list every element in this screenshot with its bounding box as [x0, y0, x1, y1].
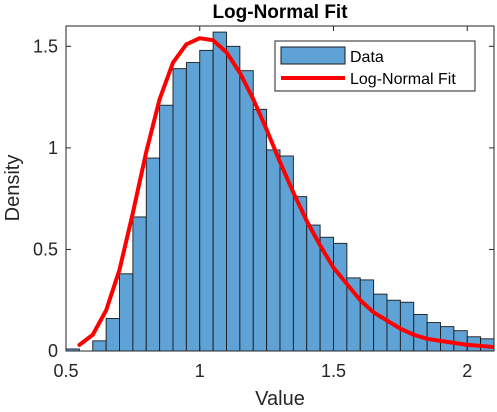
histogram-bar [453, 330, 468, 352]
x-axis-label: Value [255, 388, 305, 407]
histogram-bar [119, 273, 134, 352]
histogram-bar [373, 293, 388, 352]
histogram-bar [226, 45, 241, 352]
histogram-bar [239, 70, 254, 352]
histogram-bar [413, 313, 428, 352]
y-axis-label: Density [2, 155, 24, 222]
histogram-bar [333, 242, 348, 352]
plot-frame [65, 25, 495, 352]
histogram-bar [359, 279, 375, 352]
histogram-bar [440, 326, 455, 352]
legend: Data Log-Normal Fit [274, 40, 476, 92]
fit-line [77, 36, 494, 349]
legend-entry-data: Data [350, 49, 384, 66]
histogram-bar [92, 340, 107, 352]
histogram-bar [132, 216, 147, 352]
histogram-bars [65, 31, 495, 352]
histogram-bar [172, 68, 187, 352]
x-tick-label: 1.5 [321, 361, 346, 381]
legend-entry-fit: Log-Normal Fit [350, 71, 456, 88]
x-tick-label: 0.5 [53, 361, 78, 381]
histogram-bar [185, 62, 201, 352]
y-tick-label: 0.5 [33, 239, 58, 259]
histogram-bar [212, 31, 227, 352]
histogram-bar [426, 322, 441, 352]
histogram-bar [145, 157, 161, 352]
histogram-bar [266, 149, 281, 352]
y-tick-label: 1 [48, 138, 58, 158]
histogram-bar [199, 49, 214, 352]
x-axis-ticks: 0.5 1 1.5 2 [53, 26, 472, 381]
legend-data-swatch [280, 46, 346, 65]
y-tick-label: 0 [48, 341, 58, 361]
histogram-bar [252, 108, 268, 352]
chart-title: Log-Normal Fit [212, 2, 348, 23]
histogram-bar [105, 318, 120, 352]
histogram-bar [399, 301, 415, 352]
y-axis-ticks: 0 0.5 1 1.5 [33, 36, 494, 361]
y-tick-label: 1.5 [33, 36, 58, 56]
x-tick-label: 1 [195, 361, 205, 381]
x-tick-label: 2 [462, 361, 472, 381]
histogram-bar [159, 104, 174, 352]
